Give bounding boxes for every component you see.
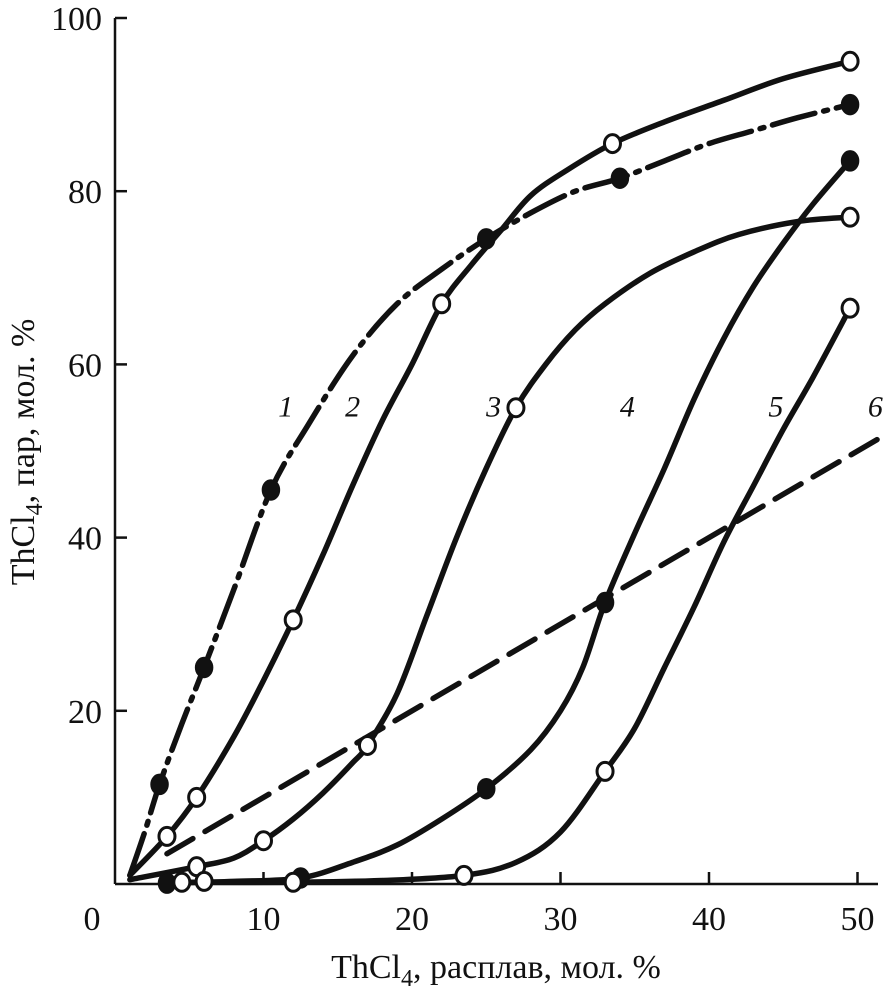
series-line-3: [127, 214, 853, 883]
series-label-3: 3: [485, 390, 501, 423]
data-point-1: [150, 773, 169, 796]
data-point-1: [477, 228, 496, 250]
data-point-2: [840, 50, 860, 72]
x-origin-label: 0: [84, 901, 101, 938]
x-tick-label: 50: [841, 901, 875, 938]
data-point-1: [194, 656, 214, 679]
data-point-5: [172, 871, 192, 893]
x-tick-label: 40: [692, 901, 726, 938]
data-point-1: [261, 479, 281, 501]
x-axis-title-rest: , расплав, мол. %: [413, 949, 661, 986]
data-point-4: [840, 150, 860, 172]
y-tick-label: 20: [68, 694, 102, 731]
data-point-5: [595, 760, 615, 782]
x-tick-label: 10: [247, 901, 281, 938]
y-axis-title: ThCl4, пар, мол. %: [5, 319, 48, 586]
y-tick-label: 80: [68, 174, 102, 211]
data-point-3: [254, 830, 273, 852]
data-point-5: [283, 871, 303, 893]
points-layer: [150, 50, 860, 894]
data-point-1: [610, 167, 630, 189]
data-point-5: [840, 297, 860, 319]
y-axis-title-sub: 4: [22, 503, 48, 515]
data-point-2: [602, 133, 622, 155]
series-line-4: [164, 158, 853, 886]
x-tick-label: 20: [395, 901, 429, 938]
series-labels: 1 2 3 4 5 6: [278, 390, 883, 423]
x-axis-title-sub: 4: [401, 966, 413, 992]
data-point-3: [840, 206, 860, 228]
y-tick-label: 60: [68, 347, 102, 384]
series-line-1: [127, 101, 853, 879]
x-tick-label: 30: [544, 901, 578, 938]
data-point-3: [357, 734, 377, 756]
x-axis-title-main: ThCl: [331, 949, 401, 986]
y-tick-label: 40: [68, 521, 102, 558]
data-point-2: [157, 825, 177, 847]
data-point-2: [432, 293, 452, 315]
series-line-6: [164, 430, 890, 857]
series-label-1: 1: [278, 390, 293, 423]
data-point-5: [454, 864, 474, 886]
series-label-4: 4: [620, 390, 635, 423]
x-axis-title: ThCl4, расплав, мол. %: [331, 949, 661, 992]
y-tick-label: 100: [51, 1, 102, 38]
data-point-2: [283, 609, 303, 631]
series-label-6: 6: [868, 390, 883, 423]
y-axis-title-rest: , пар, мол. %: [5, 319, 42, 504]
series-line-2: [127, 58, 853, 879]
data-point-4: [595, 591, 615, 614]
y-axis-title-main: ThCl: [5, 515, 42, 585]
series-line-5: [179, 305, 853, 886]
data-point-2: [187, 786, 207, 808]
data-point-5: [194, 870, 214, 892]
series-layer: [127, 58, 890, 886]
data-point-1: [840, 93, 860, 116]
series-label-5: 5: [768, 390, 783, 423]
data-point-3: [506, 397, 526, 419]
series-label-2: 2: [345, 390, 360, 423]
data-point-4: [477, 777, 496, 800]
